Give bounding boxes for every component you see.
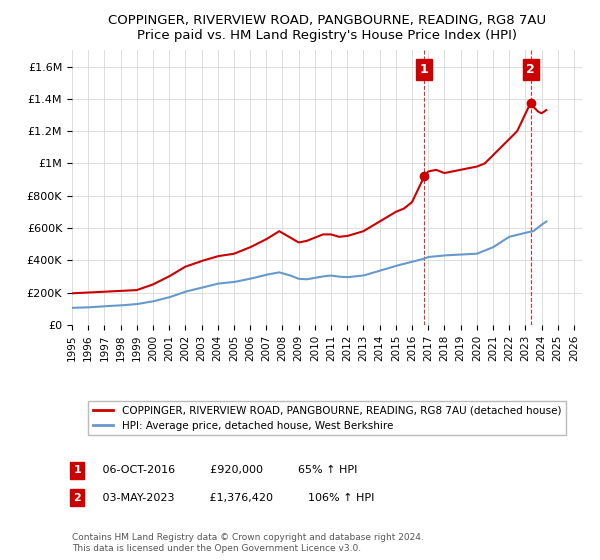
Title: COPPINGER, RIVERVIEW ROAD, PANGBOURNE, READING, RG8 7AU
Price paid vs. HM Land R: COPPINGER, RIVERVIEW ROAD, PANGBOURNE, R… xyxy=(108,15,546,43)
Text: 1: 1 xyxy=(73,465,81,475)
Text: 03-MAY-2023          £1,376,420          106% ↑ HPI: 03-MAY-2023 £1,376,420 106% ↑ HPI xyxy=(92,493,375,503)
Text: 2: 2 xyxy=(73,493,81,503)
Text: 2: 2 xyxy=(526,63,535,76)
Text: 1: 1 xyxy=(420,63,428,76)
Legend: COPPINGER, RIVERVIEW ROAD, PANGBOURNE, READING, RG8 7AU (detached house), HPI: A: COPPINGER, RIVERVIEW ROAD, PANGBOURNE, R… xyxy=(88,402,566,435)
Text: Contains HM Land Registry data © Crown copyright and database right 2024.
This d: Contains HM Land Registry data © Crown c… xyxy=(72,533,424,553)
Text: 06-OCT-2016          £920,000          65% ↑ HPI: 06-OCT-2016 £920,000 65% ↑ HPI xyxy=(92,465,358,475)
